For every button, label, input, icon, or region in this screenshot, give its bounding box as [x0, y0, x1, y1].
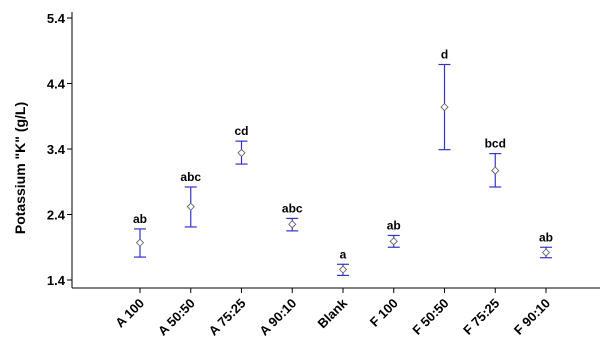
group-letter-label: abc [282, 201, 303, 215]
group-letter-label: ab [539, 230, 553, 244]
category-group: d [438, 48, 451, 151]
category-group: ab [387, 218, 401, 248]
x-category-label: F 90:10 [511, 296, 553, 338]
group-letter-label: a [340, 247, 347, 261]
y-tick-label: 1.4 [47, 273, 66, 288]
y-axis-title: Potassium "K" (g/L) [12, 102, 28, 234]
mean-marker [338, 265, 348, 274]
category-group: bcd [485, 137, 506, 188]
mean-marker [135, 238, 145, 247]
group-letter-label: d [441, 48, 448, 62]
mean-marker [440, 102, 449, 112]
mean-marker [491, 166, 500, 175]
y-tick-label: 4.4 [47, 77, 66, 92]
x-category-label: F 100 [367, 296, 401, 330]
group-letter-label: cd [234, 124, 248, 138]
mean-marker [389, 237, 398, 246]
group-letter-label: abc [180, 170, 201, 184]
mean-marker [541, 248, 551, 257]
mean-marker [237, 148, 246, 158]
category-group: cd [234, 124, 249, 165]
y-tick-label: 3.4 [47, 142, 66, 157]
category-group: a [337, 247, 349, 277]
y-tick-label: 5.4 [47, 11, 66, 26]
x-category-label: A 50:50 [155, 296, 198, 339]
x-category-label: F 50:50 [409, 296, 451, 338]
group-letter-label: ab [387, 218, 401, 232]
y-axis: 1.4 2.4 3.4 4.4 5.4 [47, 11, 73, 288]
group-letter-label: bcd [485, 137, 506, 151]
y-tick-label: 2.4 [47, 208, 66, 223]
mean-marker [288, 220, 297, 229]
x-category-label: A 90:10 [256, 296, 299, 339]
category-group: abc [180, 170, 201, 228]
category-group: ab [133, 212, 147, 258]
x-category-label: A 75:25 [206, 296, 249, 339]
x-category-label: F 75:25 [460, 296, 502, 338]
category-group: abc [282, 201, 303, 232]
mean-marker [186, 202, 195, 211]
group-letter-label: ab [133, 212, 147, 226]
x-axis: A 100 A 50:50 A 75:25 A 90:10 Blank F 100 F 50… [72, 287, 600, 339]
means-series: ab abc cd abc a ab d bcd ab [133, 48, 553, 277]
x-category-label: A 100 [112, 296, 147, 331]
x-category-label: Blank [314, 295, 350, 331]
category-group: ab [539, 230, 553, 259]
